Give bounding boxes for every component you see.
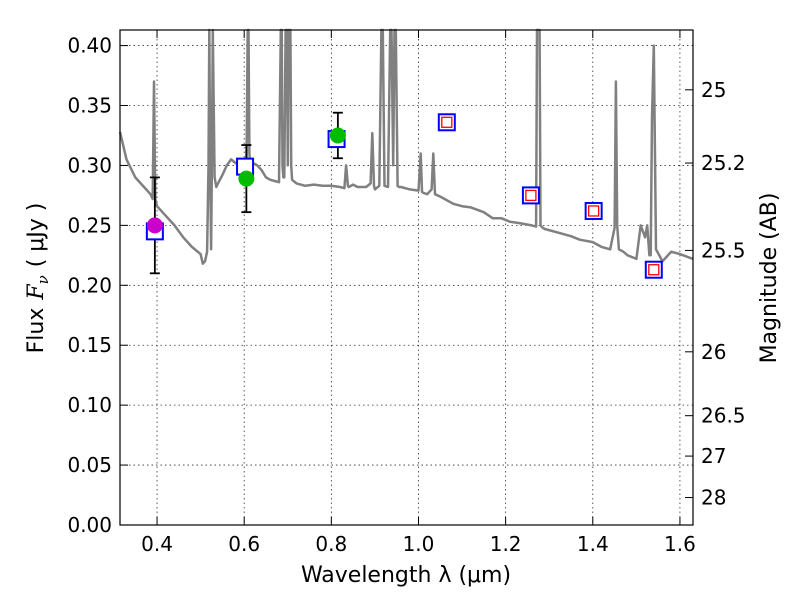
y-tick-label: 0.20 xyxy=(67,273,112,297)
x-tick-label: 0.6 xyxy=(228,532,260,556)
y-axis-title-subscript: ν xyxy=(34,275,52,284)
measured-point xyxy=(238,170,255,187)
y-tick-label: 0.30 xyxy=(67,153,112,177)
measured-photometry-points xyxy=(146,127,346,234)
blue-square-marker xyxy=(644,260,663,279)
magnitude-tick-label: 28 xyxy=(701,486,726,510)
y-axis-title-symbol: F xyxy=(24,284,49,301)
y-tick-label: 0.25 xyxy=(67,213,112,237)
y-tick-label: 0.40 xyxy=(67,34,112,58)
axis-ticks xyxy=(120,30,693,526)
blue-square-marker xyxy=(521,186,540,205)
y-axis-title-unit: ( μJy ) xyxy=(24,203,49,268)
model-photometry-red-squares xyxy=(441,116,660,276)
x-tick-label: 1.4 xyxy=(577,532,609,556)
magnitude-tick-label: 26 xyxy=(701,340,726,364)
measured-point xyxy=(146,217,163,234)
y-axis-title-flux: Flux xyxy=(24,308,49,354)
blue-square-marker xyxy=(584,201,603,220)
x-tick-label: 0.8 xyxy=(315,532,347,556)
magnitude-tick-label: 25 xyxy=(701,78,726,102)
y-tick-label: 0.15 xyxy=(67,333,112,357)
magnitude-tick-labels: 25 25.2 25.5 26 26.5 27 28 xyxy=(701,78,746,510)
x-tick-label: 1.0 xyxy=(403,532,435,556)
red-square-marker xyxy=(525,189,537,202)
x-tick-label: 1.2 xyxy=(490,532,522,556)
y-tick-label: 0.00 xyxy=(67,513,112,537)
x-tick-labels: 0.4 0.6 0.8 1.0 1.2 1.4 1.6 xyxy=(141,532,696,556)
blue-square-marker xyxy=(437,113,456,132)
magnitude-tick-label: 25.2 xyxy=(701,151,746,175)
magnitude-tick-label: 27 xyxy=(701,444,726,468)
red-square-marker xyxy=(648,264,660,276)
y-tick-label: 0.10 xyxy=(67,393,112,417)
y2-axis-title: Magnitude (AB) xyxy=(757,193,782,364)
y-tick-labels: 0.00 0.05 0.10 0.15 0.20 0.25 0.30 0.35 0.40 xyxy=(67,34,112,537)
grid-lines xyxy=(120,30,693,526)
y-tick-label: 0.35 xyxy=(67,94,112,118)
x-tick-label: 0.4 xyxy=(141,532,173,556)
measured-point xyxy=(329,127,346,144)
red-square-marker xyxy=(588,205,600,217)
magnitude-tick-label: 25.5 xyxy=(701,238,746,262)
model-photometry-blue-squares xyxy=(145,113,663,279)
red-square-marker xyxy=(441,116,453,128)
y-axis-title: Flux Fν ( μJy ) xyxy=(24,203,52,354)
y-tick-label: 0.05 xyxy=(67,453,112,477)
plot-frame xyxy=(119,29,694,526)
x-tick-label: 1.6 xyxy=(664,532,696,556)
model-spectrum-line xyxy=(118,28,694,265)
x-axis-title: Wavelength λ (μm) xyxy=(301,563,511,588)
magnitude-tick-label: 26.5 xyxy=(701,404,746,428)
